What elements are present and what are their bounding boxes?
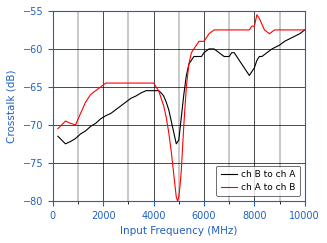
ch A to ch B [94, 89, 98, 92]
Y-axis label: Crosstalk (dB): Crosstalk (dB) [7, 69, 17, 143]
ch B to ch A [169, 120, 173, 122]
ch B to ch A [207, 47, 211, 50]
Legend: ch B to ch A, ch A to ch B: ch B to ch A, ch A to ch B [216, 166, 300, 196]
ch B to ch A [63, 142, 67, 145]
Line: ch B to ch A: ch B to ch A [58, 30, 305, 144]
ch A to ch B [176, 199, 180, 202]
ch A to ch B [169, 150, 173, 153]
ch A to ch B [303, 28, 307, 31]
ch A to ch B [78, 112, 82, 115]
ch A to ch B [56, 127, 60, 130]
ch B to ch A [192, 55, 196, 58]
ch A to ch B [174, 196, 178, 199]
ch B to ch A [182, 93, 186, 96]
ch A to ch B [237, 28, 241, 31]
Line: ch A to ch B: ch A to ch B [58, 15, 305, 201]
ch A to ch B [255, 13, 259, 16]
ch B to ch A [212, 47, 216, 50]
ch B to ch A [303, 28, 307, 31]
ch A to ch B [278, 28, 282, 31]
ch B to ch A [99, 117, 103, 120]
X-axis label: Input Frequency (MHz): Input Frequency (MHz) [120, 226, 237, 236]
ch B to ch A [56, 135, 60, 138]
